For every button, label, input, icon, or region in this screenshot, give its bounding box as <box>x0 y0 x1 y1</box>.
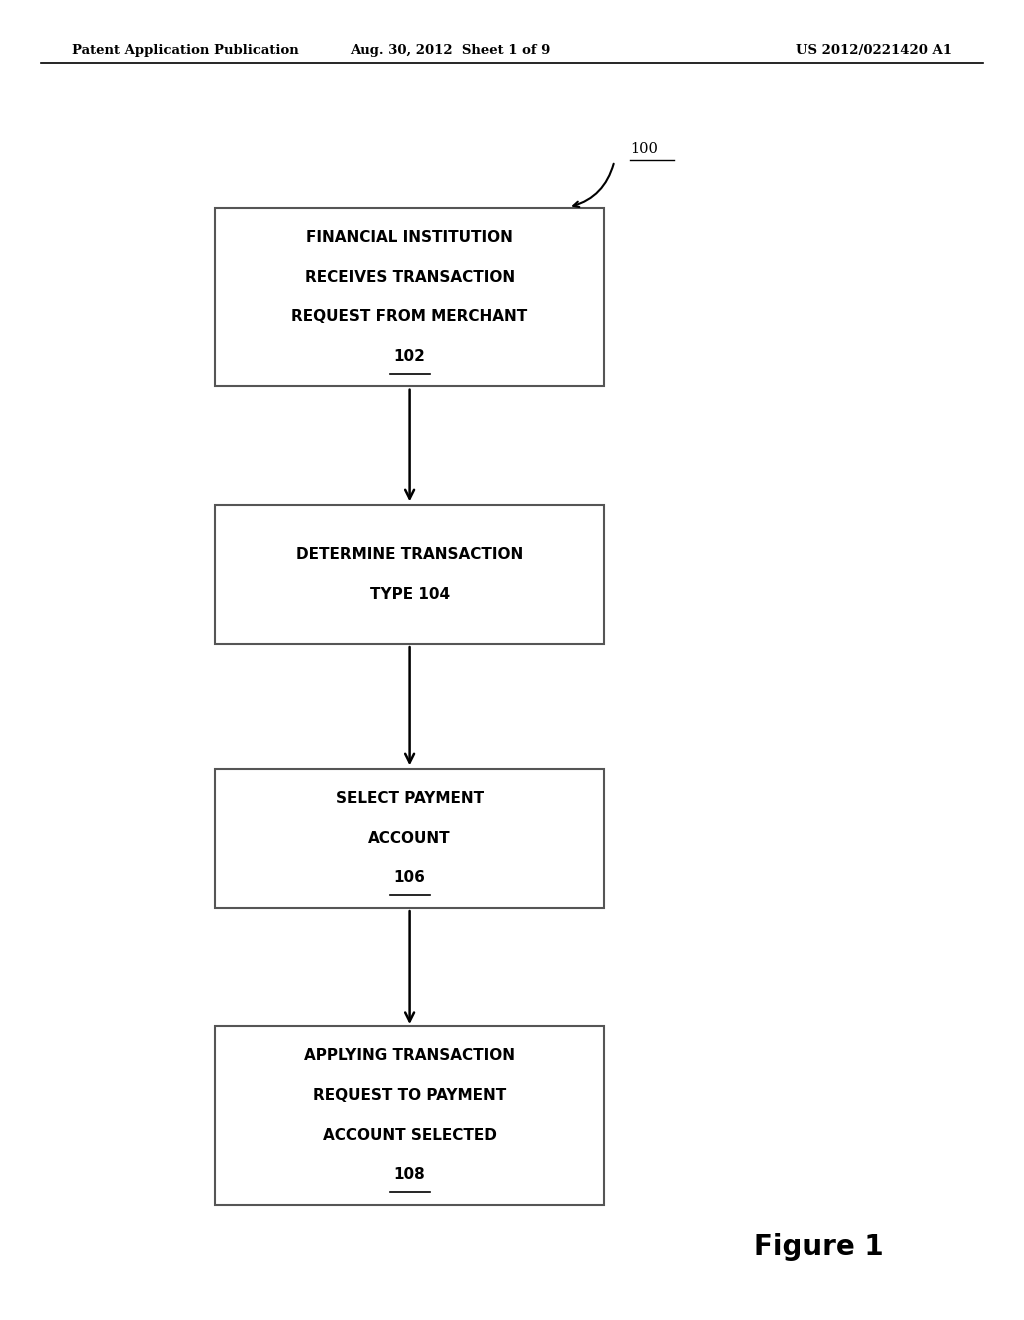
Text: 100: 100 <box>630 141 657 156</box>
Text: FINANCIAL INSTITUTION: FINANCIAL INSTITUTION <box>306 230 513 246</box>
Text: TYPE 104: TYPE 104 <box>370 586 450 602</box>
FancyBboxPatch shape <box>215 768 604 908</box>
Text: 108: 108 <box>393 1167 426 1183</box>
Text: ACCOUNT: ACCOUNT <box>369 830 451 846</box>
Text: 106: 106 <box>393 870 426 886</box>
Text: 102: 102 <box>393 348 426 364</box>
Text: DETERMINE TRANSACTION: DETERMINE TRANSACTION <box>296 546 523 562</box>
Text: REQUEST FROM MERCHANT: REQUEST FROM MERCHANT <box>292 309 527 325</box>
Text: SELECT PAYMENT: SELECT PAYMENT <box>336 791 483 807</box>
Text: APPLYING TRANSACTION: APPLYING TRANSACTION <box>304 1048 515 1064</box>
Text: Patent Application Publication: Patent Application Publication <box>72 44 298 57</box>
Text: Figure 1: Figure 1 <box>755 1233 884 1262</box>
Text: US 2012/0221420 A1: US 2012/0221420 A1 <box>797 44 952 57</box>
FancyBboxPatch shape <box>215 207 604 385</box>
Text: ACCOUNT SELECTED: ACCOUNT SELECTED <box>323 1127 497 1143</box>
FancyBboxPatch shape <box>215 506 604 644</box>
FancyBboxPatch shape <box>215 1027 604 1204</box>
Text: Aug. 30, 2012  Sheet 1 of 9: Aug. 30, 2012 Sheet 1 of 9 <box>350 44 551 57</box>
Text: RECEIVES TRANSACTION: RECEIVES TRANSACTION <box>304 269 515 285</box>
Text: REQUEST TO PAYMENT: REQUEST TO PAYMENT <box>313 1088 506 1104</box>
